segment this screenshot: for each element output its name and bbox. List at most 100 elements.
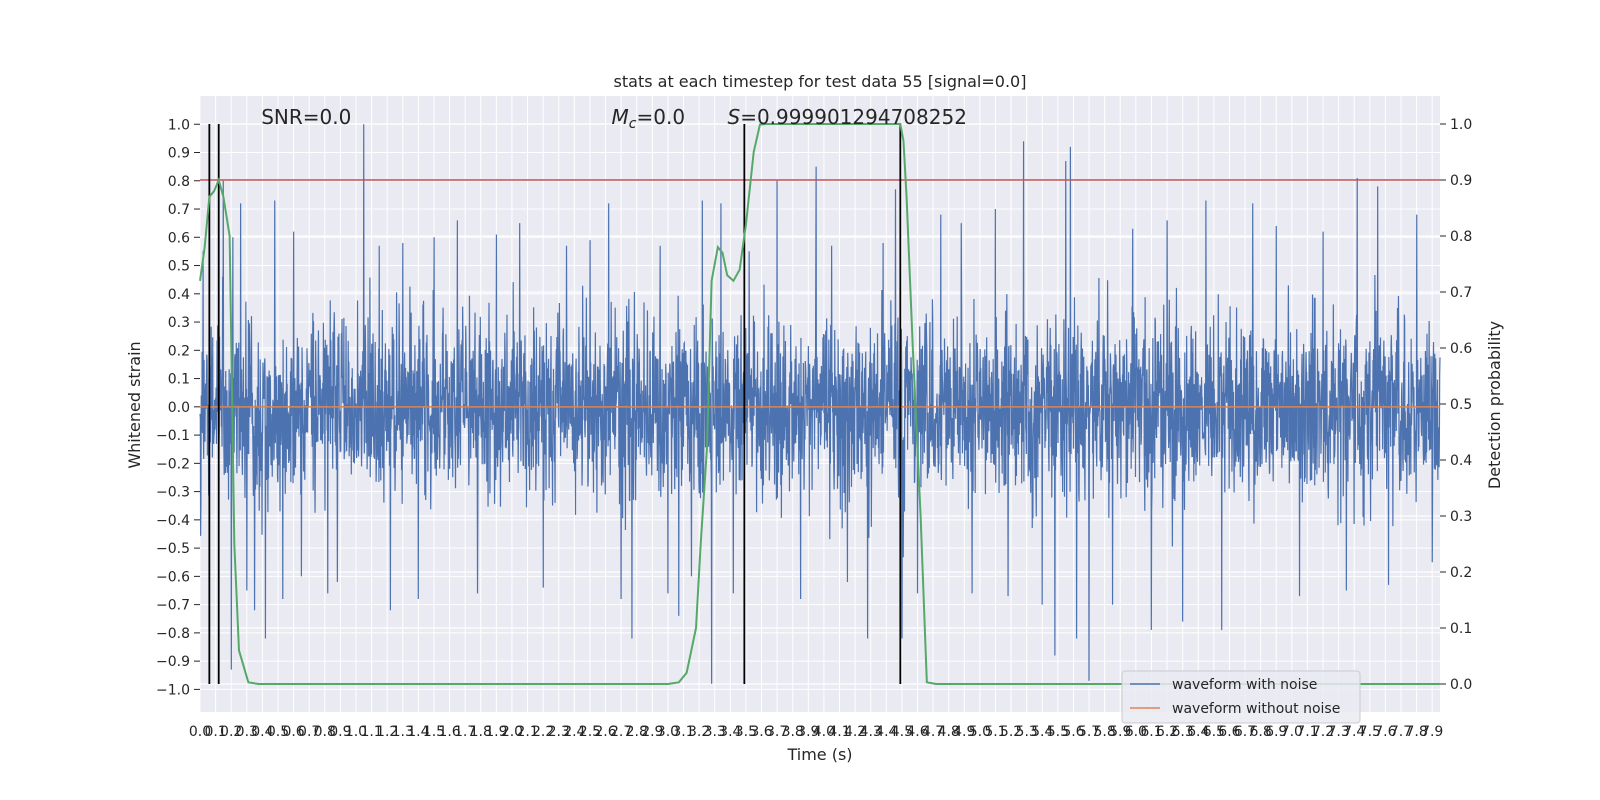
yr-tick-label-8: 0.2 xyxy=(1450,565,1472,581)
x-tick-label-25: 2.5 xyxy=(579,724,601,740)
yr-tick-label-9: 0.1 xyxy=(1450,621,1472,637)
x-tick-label-31: 3.1 xyxy=(672,724,694,740)
y-tick-label-4: 0.6 xyxy=(168,230,190,246)
x-tick-label-48: 4.8 xyxy=(938,724,960,740)
yr-tick-label-6: 0.4 xyxy=(1450,453,1472,469)
y-tick-label-7: 0.3 xyxy=(168,315,190,331)
x-tick-label-9: 0.9 xyxy=(329,724,351,740)
x-tick-label-24: 2.4 xyxy=(563,724,585,740)
series-detection-probability xyxy=(199,123,1440,685)
x-tick-label-29: 2.9 xyxy=(641,724,663,740)
legend-label-clean: waveform without noise xyxy=(1172,701,1340,717)
x-tick-label-33: 3.3 xyxy=(704,724,726,740)
x-tick-label-53: 5.3 xyxy=(1016,724,1038,740)
yr-tick-label-2: 0.8 xyxy=(1450,229,1472,245)
x-tick-label-50: 5.0 xyxy=(969,724,991,740)
x-tick-label-34: 3.4 xyxy=(719,724,741,740)
x-tick-label-73: 7.3 xyxy=(1327,724,1349,740)
yr-tick-label-0: 1.0 xyxy=(1450,117,1472,133)
legend-box xyxy=(1121,670,1361,724)
yr-tick-label-4: 0.6 xyxy=(1450,341,1472,357)
y-tick-label-14: −0.4 xyxy=(156,513,190,529)
x-tick-label-54: 5.4 xyxy=(1031,724,1053,740)
x-tick-label-51: 5.1 xyxy=(984,724,1006,740)
legend-label-noise: waveform with noise xyxy=(1172,677,1317,693)
x-tick-label-28: 2.8 xyxy=(626,724,648,740)
x-tick-label-22: 2.2 xyxy=(532,724,554,740)
x-tick-label-15: 1.5 xyxy=(423,724,445,740)
annotation-score: S=0.999901294708252 xyxy=(728,105,967,129)
x-tick-label-6: 0.6 xyxy=(282,724,304,740)
y-tick-label-1: 0.9 xyxy=(168,146,190,162)
legend: waveform with noise waveform without noi… xyxy=(1121,670,1361,724)
x-tick-label-76: 7.6 xyxy=(1374,724,1396,740)
x-tick-label-2: 0.2 xyxy=(220,724,242,740)
x-tick-label-61: 6.1 xyxy=(1140,724,1162,740)
noise-waveform-line xyxy=(199,124,1441,684)
x-tick-label-65: 6.5 xyxy=(1203,724,1225,740)
x-tick-label-49: 4.9 xyxy=(953,724,975,740)
x-tick-label-52: 5.2 xyxy=(1000,724,1022,740)
x-tick-label-47: 4.7 xyxy=(922,724,944,740)
x-tick-labels: 0.00.10.20.30.40.50.60.70.80.91.01.11.21… xyxy=(189,724,1443,740)
y-tick-label-13: −0.3 xyxy=(156,485,190,501)
x-tick-label-30: 3.0 xyxy=(657,724,679,740)
y-tick-label-11: −0.1 xyxy=(156,428,190,444)
x-tick-label-55: 5.5 xyxy=(1047,724,1069,740)
x-tick-label-37: 3.7 xyxy=(766,724,788,740)
x-tick-label-18: 1.8 xyxy=(470,724,492,740)
x-tick-label-75: 7.5 xyxy=(1359,724,1381,740)
x-tick-label-64: 6.4 xyxy=(1187,724,1209,740)
x-tick-label-42: 4.2 xyxy=(844,724,866,740)
y-tick-label-3: 0.7 xyxy=(168,202,190,218)
x-tick-label-44: 4.4 xyxy=(875,724,897,740)
y-tick-label-5: 0.5 xyxy=(168,259,190,275)
x-tick-label-71: 7.1 xyxy=(1296,724,1318,740)
y-tick-label-18: −0.8 xyxy=(156,626,190,642)
y-tick-label-17: −0.7 xyxy=(156,598,190,614)
x-tick-label-68: 6.8 xyxy=(1249,724,1271,740)
x-tick-label-60: 6.0 xyxy=(1125,724,1147,740)
x-tick-label-57: 5.7 xyxy=(1078,724,1100,740)
y-tick-label-2: 0.8 xyxy=(168,174,190,190)
x-tick-label-19: 1.9 xyxy=(485,724,507,740)
y-tick-label-6: 0.4 xyxy=(168,287,190,303)
yr-tick-label-7: 0.3 xyxy=(1450,509,1472,525)
y-tick-label-10: 0.0 xyxy=(168,400,190,416)
y-tick-label-12: −0.2 xyxy=(156,456,190,472)
x-tick-label-40: 4.0 xyxy=(813,724,835,740)
detection-probability-line xyxy=(199,123,1440,685)
y-tick-labels-left: 1.0 0.9 0.8 0.7 0.6 0.5 0.4 0.3 0.2 0.1 0.0 −0.1 −0.… xyxy=(156,117,200,698)
x-tick-label-63: 6.3 xyxy=(1172,724,1194,740)
x-tick-label-41: 4.1 xyxy=(828,724,850,740)
y-tick-label-15: −0.5 xyxy=(156,541,190,557)
x-tick-label-16: 1.6 xyxy=(438,724,460,740)
x-tick-label-1: 0.1 xyxy=(204,724,226,740)
y-tick-label-16: −0.6 xyxy=(156,569,190,585)
x-tick-label-8: 0.8 xyxy=(314,724,336,740)
x-tick-label-78: 7.8 xyxy=(1405,724,1427,740)
x-tick-label-38: 3.8 xyxy=(782,724,804,740)
series-waveform-with-noise xyxy=(199,124,1441,684)
x-tick-label-13: 1.3 xyxy=(392,724,414,740)
x-tick-label-26: 2.6 xyxy=(594,724,616,740)
x-tick-label-21: 2.1 xyxy=(516,724,538,740)
yr-tick-label-5: 0.5 xyxy=(1450,397,1472,413)
y-tick-label-0: 1.0 xyxy=(168,117,190,133)
x-tick-label-79: 7.9 xyxy=(1421,724,1443,740)
yr-tick-label-1: 0.9 xyxy=(1450,173,1472,189)
x-tick-label-43: 4.3 xyxy=(860,724,882,740)
x-tick-label-12: 1.2 xyxy=(376,724,398,740)
vertical-markers xyxy=(208,124,902,684)
y-axis-label-right: Detection probability xyxy=(1485,321,1504,489)
x-tick-label-27: 2.7 xyxy=(610,724,632,740)
x-tick-label-56: 5.6 xyxy=(1062,724,1084,740)
x-tick-label-4: 0.4 xyxy=(251,724,273,740)
x-tick-label-67: 6.7 xyxy=(1234,724,1256,740)
y-tick-label-20: −1.0 xyxy=(156,682,190,698)
x-tick-label-36: 3.6 xyxy=(750,724,772,740)
x-tick-label-45: 4.5 xyxy=(891,724,913,740)
annotation-chirp-mass: Mc=0.0 xyxy=(612,105,686,132)
x-tick-label-35: 3.5 xyxy=(735,724,757,740)
